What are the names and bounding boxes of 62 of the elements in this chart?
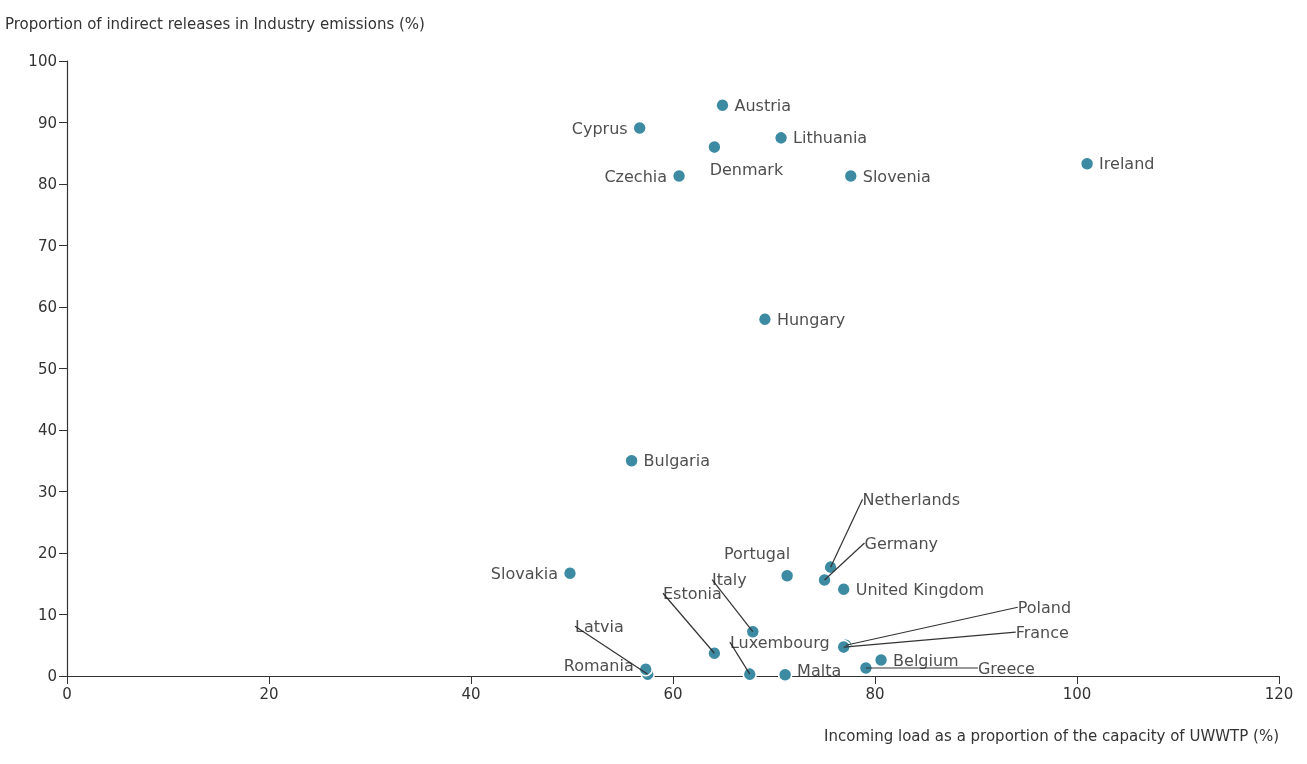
point xyxy=(843,168,859,184)
y-axis-title: Proportion of indirect releases in Industry emissions (%) xyxy=(5,14,425,33)
x-tick-label: 0 xyxy=(62,684,72,703)
point xyxy=(562,566,578,581)
annotation: Latvia xyxy=(575,616,624,636)
point xyxy=(632,120,647,136)
y-tick-label: 10 xyxy=(37,605,57,624)
x-tick-label: 120 xyxy=(1264,684,1294,703)
annotation: United Kingdom xyxy=(855,579,985,599)
point xyxy=(638,661,653,677)
x-tick-label: 40 xyxy=(461,684,481,703)
annotation: Greece xyxy=(977,658,1035,678)
point xyxy=(858,660,874,676)
x-axis-title: Incoming load as a proportion of the capacity of UWWTP (%) xyxy=(824,726,1279,745)
x-tick-label: 20 xyxy=(259,684,279,703)
point xyxy=(777,667,793,683)
point xyxy=(707,139,722,155)
y-tick-label: 100 xyxy=(28,52,57,70)
annotation: Denmark xyxy=(709,159,784,179)
annotation: Lithuania xyxy=(793,128,868,148)
x-tick-label: 80 xyxy=(865,684,885,703)
annotation: Poland xyxy=(1017,597,1072,617)
annotation: Italy xyxy=(712,570,747,590)
y-tick-label: 20 xyxy=(37,544,57,562)
point xyxy=(671,168,687,184)
annotation: Malta xyxy=(797,661,842,681)
y-tick-label: 60 xyxy=(37,298,57,316)
point xyxy=(624,453,639,468)
point xyxy=(707,646,722,661)
annotation: Slovakia xyxy=(490,563,558,583)
y-tick-label: 40 xyxy=(37,421,57,439)
point xyxy=(773,130,789,146)
point xyxy=(779,568,795,583)
point xyxy=(817,572,832,588)
y-tick-label: 90 xyxy=(37,113,57,132)
annotation: France xyxy=(1015,622,1069,642)
annotation: Austria xyxy=(734,95,792,115)
point xyxy=(873,652,889,668)
y-tick-label: 0 xyxy=(47,667,57,685)
y-tick-label: 50 xyxy=(37,359,57,378)
annotation: Cyprus xyxy=(571,118,628,138)
x-tick-label: 100 xyxy=(1062,684,1092,703)
annotation: Czechia xyxy=(604,166,668,186)
point xyxy=(1079,156,1095,171)
annotation: Luxembourg xyxy=(729,632,830,652)
annotation: Portugal xyxy=(724,544,791,564)
y-tick-label: 70 xyxy=(37,236,57,255)
x-tick-label: 60 xyxy=(663,684,683,703)
y-tick-label: 30 xyxy=(37,482,57,501)
annotation: Bulgaria xyxy=(643,451,710,471)
annotation: Belgium xyxy=(893,650,959,670)
annotation: Slovenia xyxy=(862,166,931,186)
annotation: Netherlands xyxy=(862,489,961,509)
point xyxy=(757,312,773,327)
annotation: Romania xyxy=(563,655,634,675)
annotation: Hungary xyxy=(776,309,846,329)
point xyxy=(836,582,851,597)
annotation: Ireland xyxy=(1099,154,1155,174)
y-tick-label: 80 xyxy=(37,175,57,193)
annotation: Germany xyxy=(864,533,939,553)
point xyxy=(742,666,758,682)
point xyxy=(715,98,730,113)
